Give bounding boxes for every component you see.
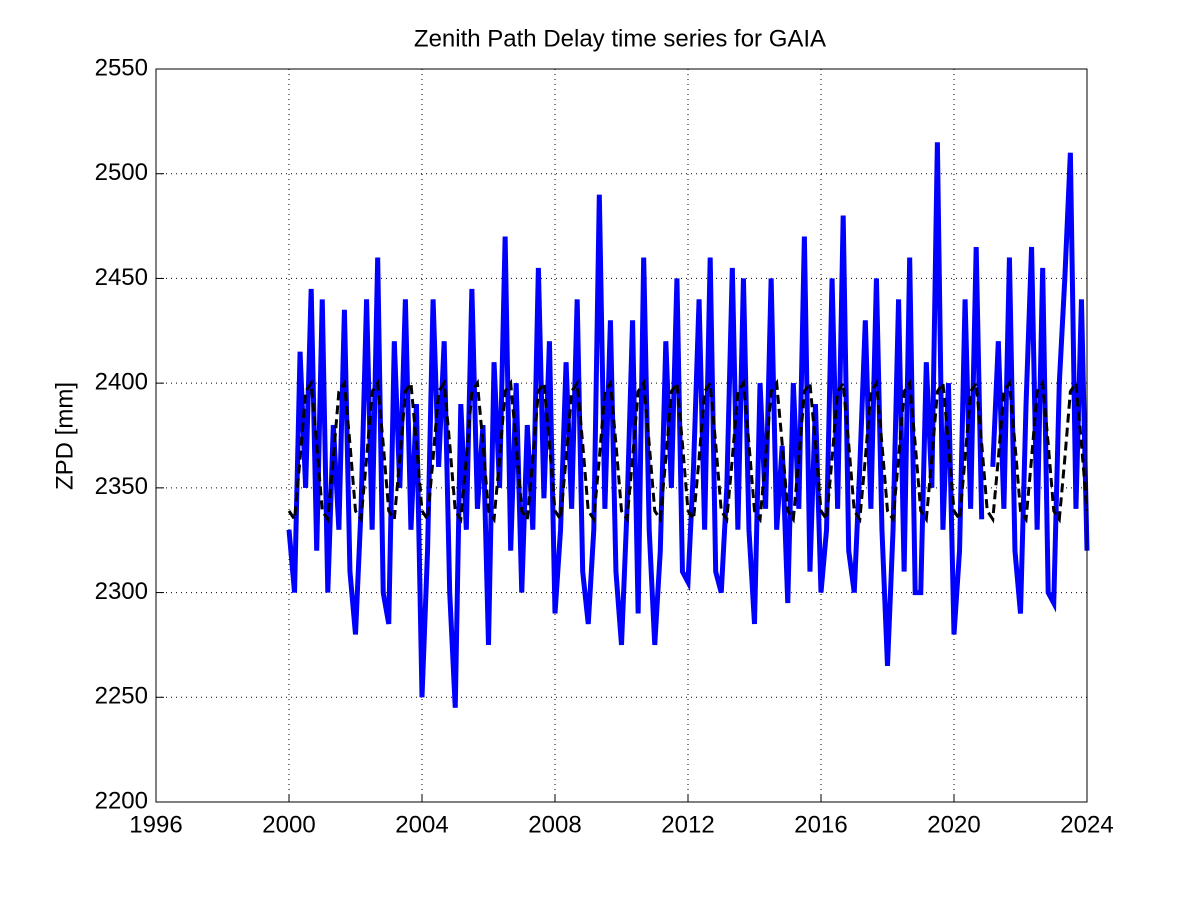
y-tick-label: 2300 — [95, 578, 148, 605]
chart-title: Zenith Path Delay time series for GAIA — [414, 25, 826, 52]
plot-frame — [155, 68, 1088, 803]
y-axis-label: ZPD [mm] — [51, 382, 78, 490]
x-tick-label: 2000 — [262, 811, 315, 838]
y-tick-label: 2350 — [95, 473, 148, 500]
data-line — [286, 142, 1090, 708]
y-tick-label: 2400 — [95, 368, 148, 395]
x-tick-label: 2008 — [528, 811, 581, 838]
x-tick-label: 2020 — [927, 811, 980, 838]
y-tick-label: 2550 — [95, 54, 148, 81]
y-tick-label: 2200 — [95, 787, 148, 814]
y-tick-label: 2450 — [95, 264, 148, 291]
x-tick-label: 2012 — [661, 811, 714, 838]
data-line — [287, 378, 1089, 524]
y-tick-label: 2250 — [95, 683, 148, 710]
x-tick-label: 2004 — [395, 811, 448, 838]
x-tick-label: 1996 — [129, 811, 182, 838]
x-tick-label: 2024 — [1060, 811, 1113, 838]
x-tick-label: 2016 — [794, 811, 847, 838]
y-tick-label: 2500 — [95, 159, 148, 186]
